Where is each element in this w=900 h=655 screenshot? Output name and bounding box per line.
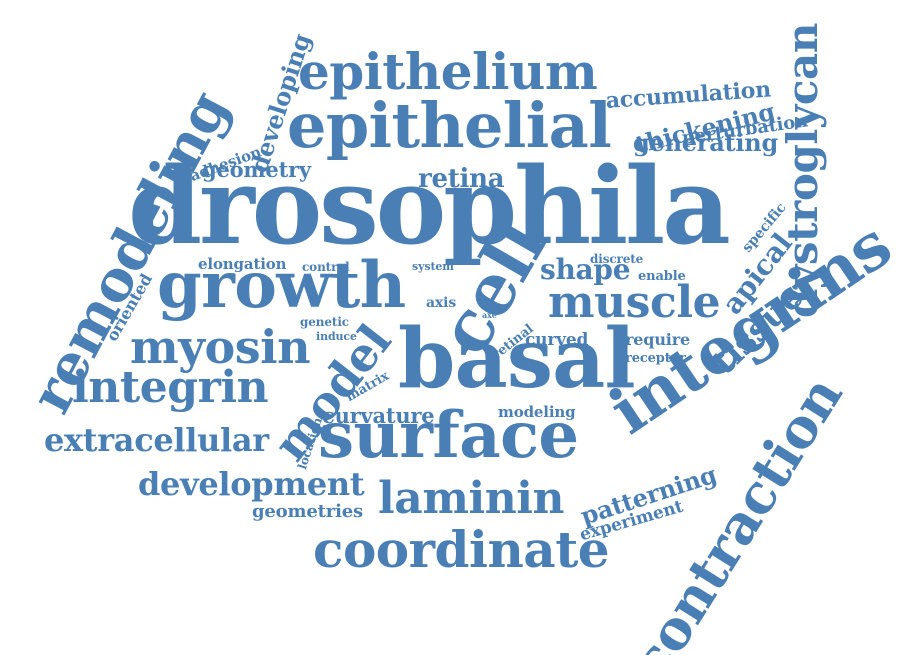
word-epithelial: epithelial	[287, 89, 612, 162]
word-myosin: myosin	[130, 320, 311, 374]
word-dystroglycan: dystroglycan	[778, 23, 827, 318]
word-require: require	[625, 330, 690, 349]
word-retina: retina	[418, 164, 505, 194]
word-development: development	[138, 465, 365, 503]
word-geometries: geometries	[252, 501, 363, 522]
word-curvature: curvature	[322, 403, 435, 428]
word-induce: induce	[316, 330, 357, 343]
word-genetic: genetic	[300, 315, 349, 329]
word-surface: surface	[318, 398, 579, 473]
word-curved: curved	[525, 330, 589, 350]
word-coordinate: coordinate	[313, 520, 610, 579]
word-integrin: integrin	[72, 362, 269, 413]
word-epithelium: epithelium	[298, 42, 598, 101]
word-muscle: muscle	[548, 277, 721, 328]
word-elongation: elongation	[198, 255, 287, 273]
word-laminin: laminin	[378, 473, 565, 524]
word-modeling: modeling	[498, 403, 576, 421]
word-discrete: discrete	[590, 252, 644, 266]
word-drosophila: drosophila	[128, 143, 731, 268]
word-basal: basal	[398, 311, 636, 407]
word-receptor: receptor	[625, 351, 686, 366]
word-enable: enable	[638, 269, 686, 284]
word-control: control	[302, 260, 350, 274]
word-generating: generating	[633, 128, 778, 157]
word-growth: growth	[157, 248, 406, 323]
word-extracellular: extracellular	[44, 421, 269, 459]
word-geometry: geometry	[202, 157, 311, 182]
word-axe: axe	[482, 310, 497, 320]
word-system: system	[412, 260, 454, 273]
word-shape: shape	[540, 253, 631, 286]
word-axis: axis	[426, 295, 457, 311]
